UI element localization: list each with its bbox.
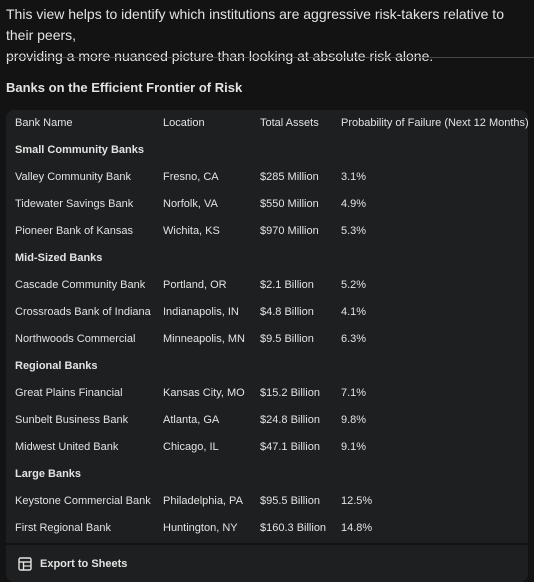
bank-name-cell: Crossroads Bank of Indiana bbox=[15, 306, 151, 318]
total-assets-cell: $550 Million bbox=[260, 198, 319, 210]
bank-name-cell: Valley Community Bank bbox=[15, 171, 131, 183]
bank-name-cell: Midwest United Bank bbox=[15, 441, 119, 453]
table-row: Cascade Community Bank Portland, OR $2.1 B… bbox=[6, 272, 528, 299]
total-assets-cell: $95.5 Billion bbox=[260, 495, 320, 507]
group-header-row: Regional Banks bbox=[6, 353, 528, 380]
location-cell: Huntington, NY bbox=[163, 522, 238, 534]
header-total-assets[interactable]: Total Assets bbox=[260, 117, 319, 129]
table-footer: Export to Sheets bbox=[6, 545, 528, 582]
export-to-sheets-button[interactable]: Export to Sheets bbox=[18, 555, 127, 573]
bank-name-cell: Sunbelt Business Bank bbox=[15, 414, 129, 426]
failure-probability-cell: 3.1% bbox=[341, 171, 367, 183]
table-row: Midwest United Bank Chicago, IL $47.1 Bill… bbox=[6, 434, 528, 461]
failure-probability-cell: 12.5% bbox=[341, 495, 373, 507]
table-row: Sunbelt Business Bank Atlanta, GA $24.8 Bi… bbox=[6, 407, 528, 434]
sheets-icon bbox=[18, 557, 32, 571]
intro-line-2: providing a more nuanced picture than lo… bbox=[6, 48, 434, 64]
location-cell: Atlanta, GA bbox=[163, 414, 220, 426]
bank-name-cell: Pioneer Bank of Kansas bbox=[15, 225, 134, 237]
bank-name-cell: Great Plains Financial bbox=[15, 387, 123, 399]
bank-table: Bank Name Location Total Assets Probabil… bbox=[6, 110, 529, 543]
failure-probability-cell: 9.8% bbox=[341, 414, 367, 426]
failure-probability-cell: 5.2% bbox=[341, 279, 367, 291]
intro-text: This view helps to identify which instit… bbox=[6, 4, 526, 67]
table-row: Pioneer Bank of Kansas Wichita, KS $970 Mi… bbox=[6, 218, 528, 245]
table-row: Keystone Commercial Bank Philadelphia, PA… bbox=[6, 488, 528, 515]
failure-probability-cell: 4.9% bbox=[341, 198, 367, 210]
table-row: First Regional Bank Huntington, NY $160.3 … bbox=[6, 515, 528, 542]
total-assets-cell: $9.5 Billion bbox=[260, 333, 314, 345]
table-row: Valley Community Bank Fresno, CA $285 Mill… bbox=[6, 164, 528, 191]
group-name: Small Community Banks bbox=[15, 144, 144, 156]
total-assets-cell: $47.1 Billion bbox=[260, 441, 320, 453]
location-cell: Norfolk, VA bbox=[163, 198, 218, 210]
location-cell: Portland, OR bbox=[163, 279, 227, 291]
failure-probability-cell: 4.1% bbox=[341, 306, 367, 318]
location-cell: Minneapolis, MN bbox=[163, 333, 245, 345]
location-cell: Kansas City, MO bbox=[163, 387, 245, 399]
header-bank-name[interactable]: Bank Name bbox=[15, 117, 73, 129]
group-name: Mid-Sized Banks bbox=[15, 252, 103, 264]
header-location[interactable]: Location bbox=[163, 117, 205, 129]
total-assets-cell: $24.8 Billion bbox=[260, 414, 320, 426]
group-header-row: Mid-Sized Banks bbox=[6, 245, 528, 272]
section-heading: Banks on the Efficient Frontier of Risk bbox=[6, 80, 243, 95]
location-cell: Philadelphia, PA bbox=[163, 495, 243, 507]
bank-name-cell: First Regional Bank bbox=[15, 522, 111, 534]
section-divider bbox=[6, 57, 534, 58]
group-name: Large Banks bbox=[15, 468, 82, 480]
group-name: Regional Banks bbox=[15, 360, 98, 372]
location-cell: Indianapolis, IN bbox=[163, 306, 239, 318]
location-cell: Wichita, KS bbox=[163, 225, 220, 237]
table-row: Northwoods Commercial Minneapolis, MN $9.5… bbox=[6, 326, 528, 353]
total-assets-cell: $285 Million bbox=[260, 171, 319, 183]
group-header-row: Small Community Banks bbox=[6, 137, 528, 164]
bank-name-cell: Cascade Community Bank bbox=[15, 279, 146, 291]
failure-probability-cell: 9.1% bbox=[341, 441, 367, 453]
total-assets-cell: $160.3 Billion bbox=[260, 522, 327, 534]
total-assets-cell: $15.2 Billion bbox=[260, 387, 320, 399]
intro-line-1: This view helps to identify which instit… bbox=[6, 6, 504, 43]
failure-probability-cell: 5.3% bbox=[341, 225, 367, 237]
group-header-row: Large Banks bbox=[6, 461, 528, 488]
total-assets-cell: $970 Million bbox=[260, 225, 319, 237]
table-row: Tidewater Savings Bank Norfolk, VA $550 Mi… bbox=[6, 191, 528, 218]
export-label: Export to Sheets bbox=[40, 558, 128, 570]
bank-name-cell: Keystone Commercial Bank bbox=[15, 495, 151, 507]
table-row: Great Plains Financial Kansas City, MO $15… bbox=[6, 380, 528, 407]
total-assets-cell: $4.8 Billion bbox=[260, 306, 314, 318]
location-cell: Chicago, IL bbox=[163, 441, 219, 453]
failure-probability-cell: 14.8% bbox=[341, 522, 373, 534]
location-cell: Fresno, CA bbox=[163, 171, 219, 183]
bank-name-cell: Tidewater Savings Bank bbox=[15, 198, 134, 210]
failure-probability-cell: 6.3% bbox=[341, 333, 367, 345]
failure-probability-cell: 7.1% bbox=[341, 387, 367, 399]
table-header-row: Bank Name Location Total Assets Probabil… bbox=[6, 110, 529, 137]
table-row: Crossroads Bank of Indiana Indianapolis, … bbox=[6, 299, 528, 326]
total-assets-cell: $2.1 Billion bbox=[260, 279, 314, 291]
bank-name-cell: Northwoods Commercial bbox=[15, 333, 136, 345]
header-probability-of-failure[interactable]: Probability of Failure (Next 12 Months) bbox=[341, 117, 529, 129]
